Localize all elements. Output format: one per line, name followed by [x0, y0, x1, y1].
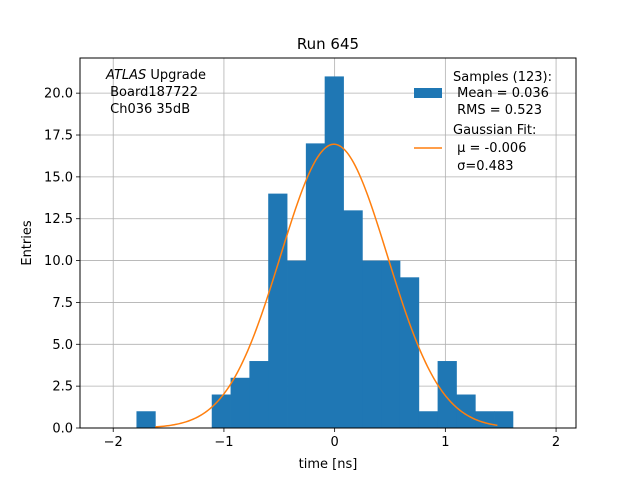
legend-fit-line-1: Gaussian Fit: — [453, 123, 536, 138]
x-tick-label-1: −1 — [214, 435, 233, 450]
gaussian-fit-line — [155, 143, 498, 428]
annotation-line-3: Ch036 35dB — [106, 102, 190, 117]
x-tick-label-3: 1 — [441, 435, 449, 450]
histogram-bar-6 — [249, 361, 269, 428]
histogram-bar-7 — [268, 193, 288, 428]
y-tick-label-2: 5.0 — [52, 338, 73, 353]
legend-samples-line-3: RMS = 0.523 — [453, 103, 542, 118]
annotation-line-2: Board187722 — [106, 85, 198, 100]
x-tick-label-4: 2 — [552, 435, 560, 450]
legend-fit-line-2: μ = -0.006 — [453, 141, 526, 156]
y-tick-label-0: 0.0 — [52, 422, 73, 437]
histogram-bar-10 — [324, 76, 344, 428]
histogram-bar-4 — [211, 394, 231, 428]
atlas-annotation: ATLAS Upgrade Board187722 Ch036 35dB — [105, 68, 206, 117]
y-axis-ticks: 0.0 2.5 5.0 7.5 10.0 12.5 15.0 17.5 20.0 — [44, 87, 80, 437]
histogram-bar-19 — [494, 411, 514, 428]
histogram-bar-11 — [343, 210, 363, 428]
y-tick-label-6: 15.0 — [44, 170, 73, 185]
legend-samples-line-2: Mean = 0.036 — [453, 86, 549, 101]
legend-samples-line-1: Samples (123): — [453, 70, 552, 85]
legend-fit-line-3: σ=0.483 — [453, 159, 513, 174]
gaussian-fit — [155, 143, 498, 428]
x-axis-label: time [ns] — [299, 457, 358, 472]
histogram-bar-15 — [418, 411, 439, 428]
histogram-bars — [136, 76, 514, 428]
chart-title: Run 645 — [297, 35, 359, 53]
y-tick-label-1: 2.5 — [52, 380, 73, 395]
histogram-bar-0 — [136, 411, 156, 428]
annotation-line-1: ATLAS Upgrade — [105, 68, 206, 83]
annotation-upgrade: Upgrade — [146, 68, 206, 83]
histogram-bar-5 — [230, 377, 250, 428]
x-tick-label-2: 0 — [331, 435, 339, 450]
y-tick-label-8: 20.0 — [44, 87, 73, 102]
x-tick-label-0: −2 — [104, 435, 123, 450]
y-axis-label: Entries — [20, 220, 35, 266]
x-axis-ticks: −2 −1 0 1 2 — [104, 428, 560, 450]
histogram-bar-17 — [456, 394, 476, 428]
annotation-atlas: ATLAS — [105, 68, 146, 83]
histogram-bar-16 — [437, 361, 457, 428]
histogram-bar-8 — [287, 260, 307, 428]
y-tick-label-7: 17.5 — [44, 129, 73, 144]
histogram-bar-14 — [399, 277, 420, 428]
plot-frame — [79, 57, 577, 429]
histogram-bar-18 — [475, 411, 495, 428]
histogram-bar-12 — [362, 260, 382, 428]
y-tick-label-5: 12.5 — [44, 212, 73, 227]
legend: Samples (123): Mean = 0.036 RMS = 0.523 … — [414, 70, 552, 174]
histogram-bar-13 — [381, 260, 401, 428]
y-tick-label-3: 7.5 — [52, 296, 73, 311]
legend-samples-swatch — [414, 88, 442, 98]
histogram-bar-9 — [305, 143, 326, 428]
y-tick-label-4: 10.0 — [44, 254, 73, 269]
